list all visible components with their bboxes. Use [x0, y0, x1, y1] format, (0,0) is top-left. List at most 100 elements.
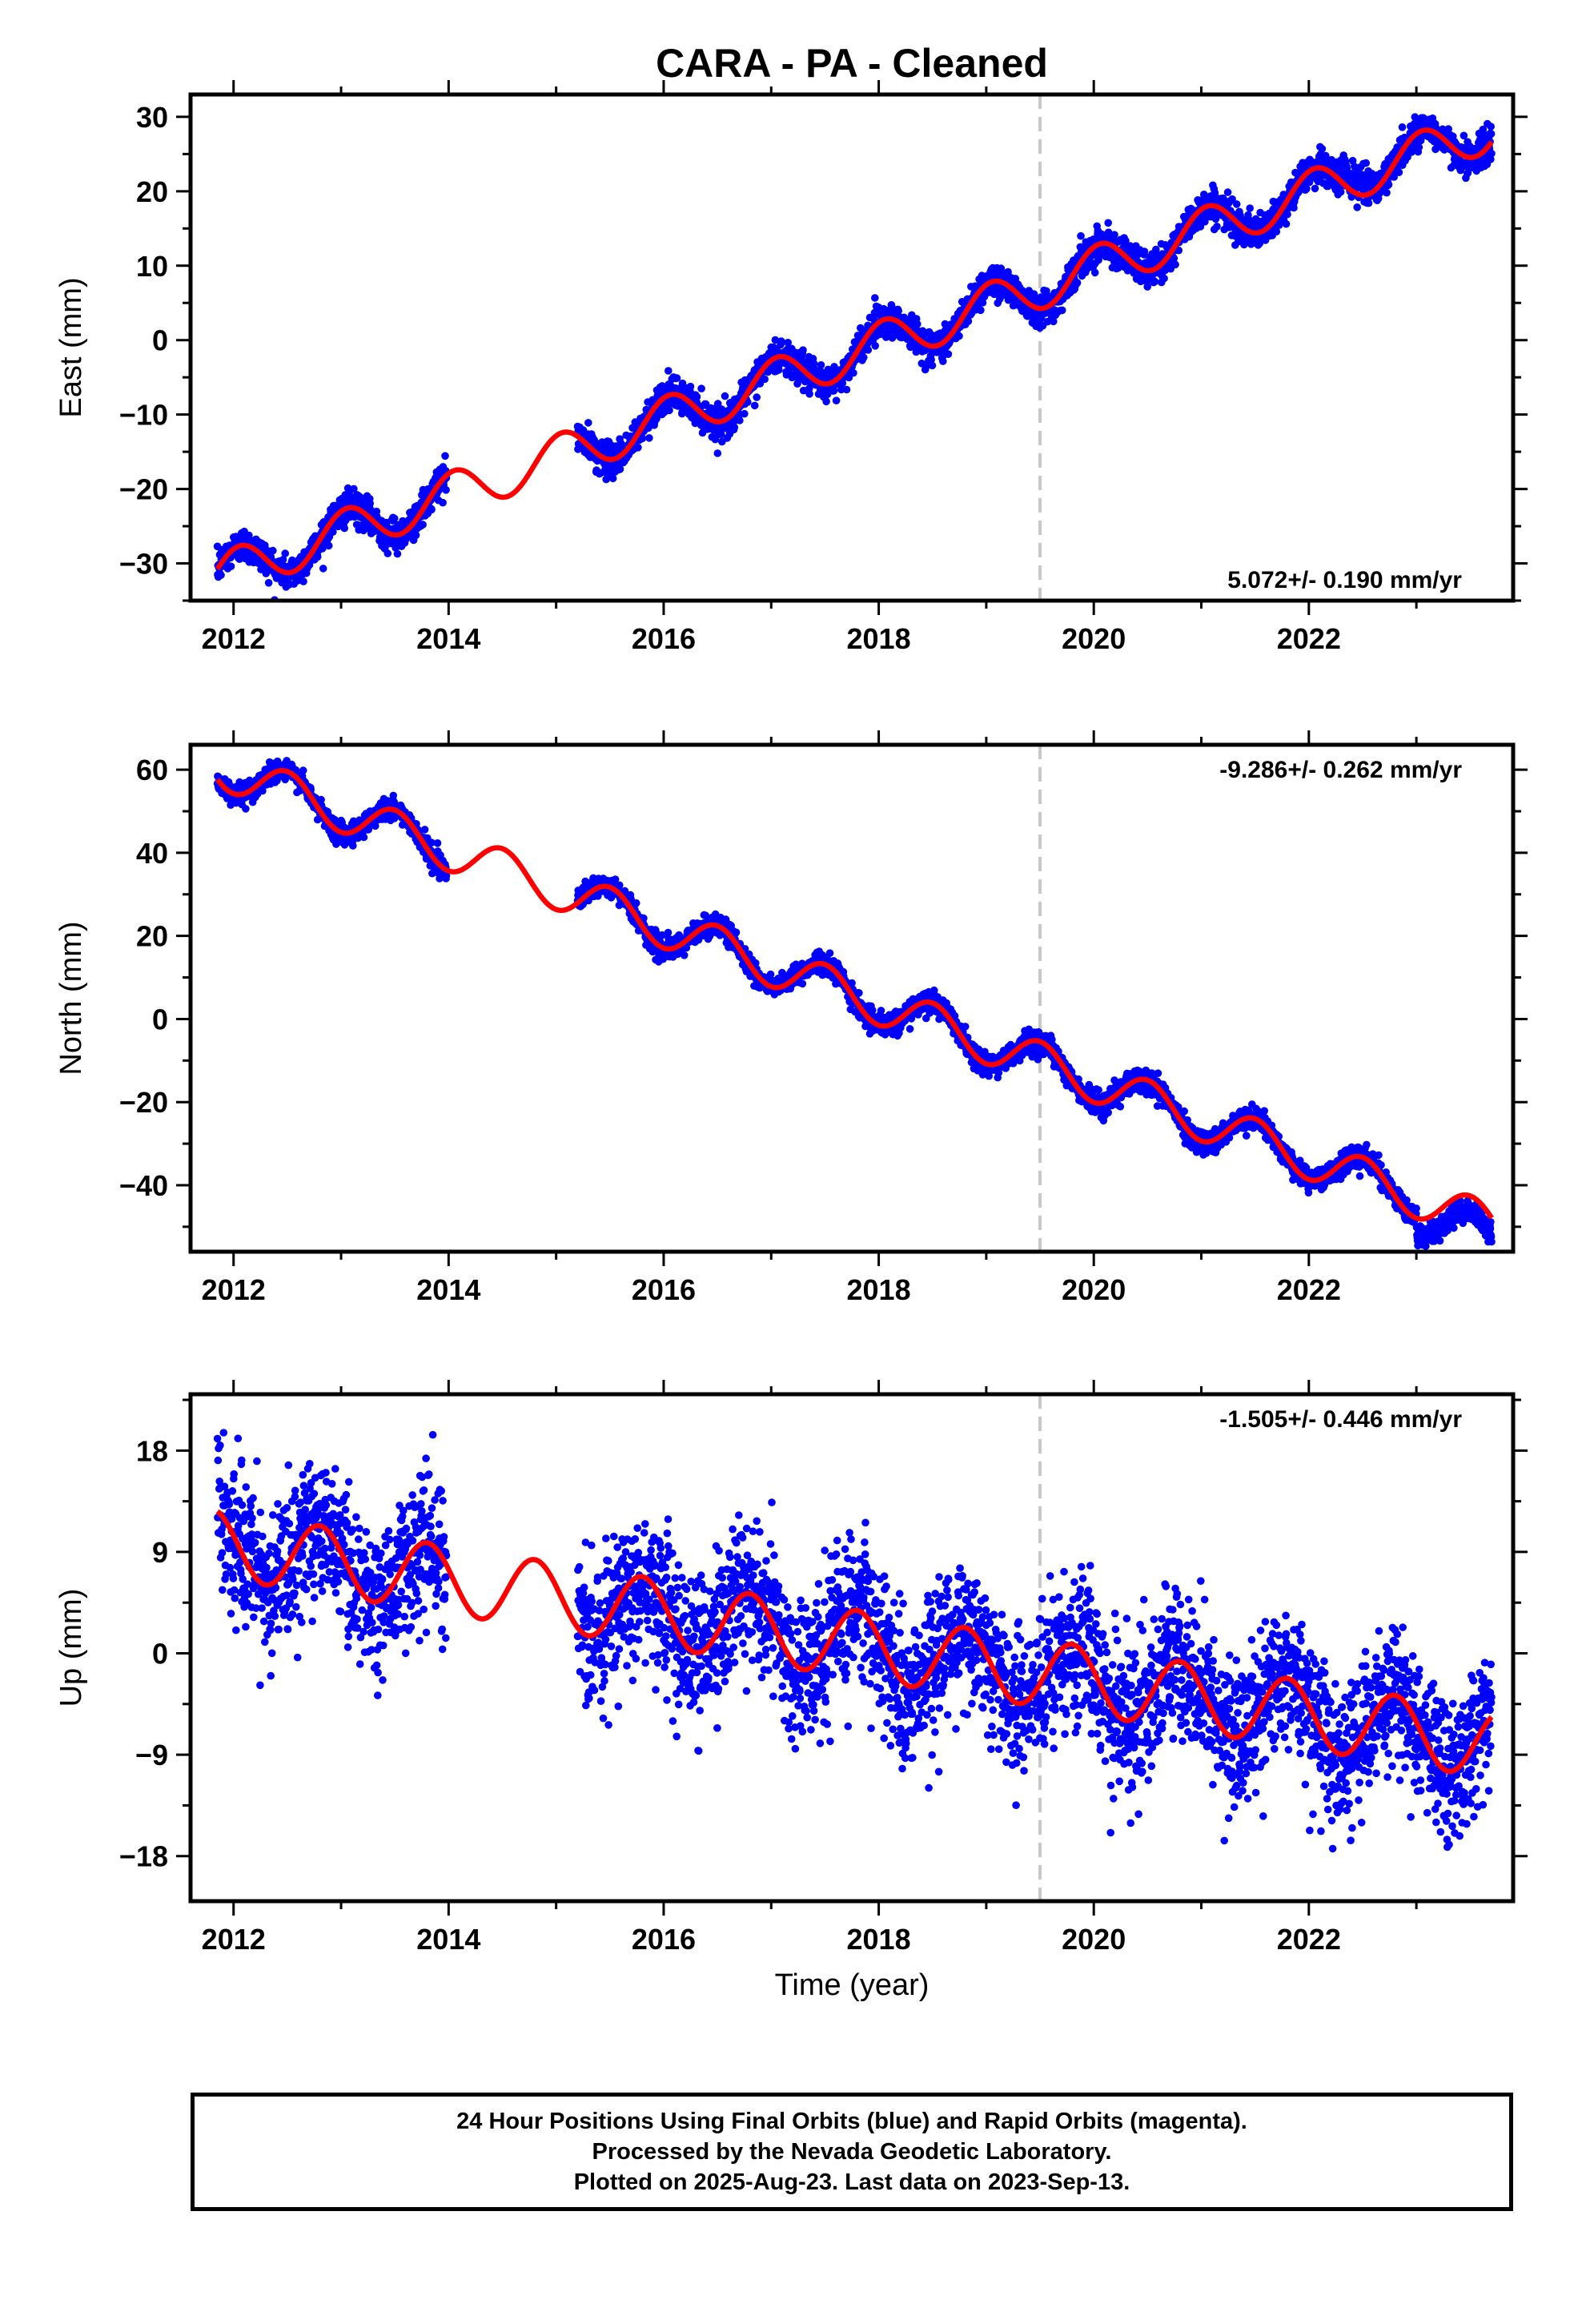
data-point	[1050, 317, 1058, 326]
data-point	[842, 385, 851, 394]
data-point	[217, 571, 225, 579]
data-point	[608, 474, 617, 483]
data-point	[921, 363, 930, 372]
model-curve	[215, 127, 1494, 576]
data-point	[441, 452, 449, 460]
data-point	[1415, 143, 1423, 151]
data-point	[264, 579, 273, 587]
data-point	[750, 401, 759, 410]
data-point	[717, 430, 725, 439]
x-tick-label: 2020	[1062, 622, 1126, 655]
y-tick-label: 20	[136, 175, 168, 208]
data-point	[741, 409, 749, 418]
data-point	[359, 833, 368, 842]
data-point	[1143, 283, 1151, 291]
data-point	[390, 514, 399, 523]
x-tick-label: 2018	[847, 622, 911, 655]
data-point	[1150, 277, 1159, 286]
data-point	[313, 553, 322, 561]
data-point	[281, 549, 290, 557]
data-point	[389, 791, 398, 800]
data-point	[1383, 188, 1391, 197]
data-point	[799, 346, 807, 355]
data-point	[1201, 218, 1209, 226]
data-point	[927, 356, 935, 364]
data-point	[1160, 274, 1168, 283]
data-point	[1232, 200, 1241, 208]
data-point	[1246, 204, 1254, 212]
data-point	[1104, 219, 1112, 227]
data-point	[977, 306, 985, 315]
data-point	[419, 521, 427, 529]
data-point	[319, 565, 327, 573]
data-point	[329, 528, 337, 536]
data-point	[1362, 159, 1370, 167]
data-point	[1170, 254, 1178, 263]
data-point	[1347, 193, 1355, 201]
data-point	[1196, 223, 1205, 231]
data-point	[829, 387, 838, 395]
data-point	[1058, 306, 1066, 315]
data-point	[665, 406, 673, 415]
data-point	[616, 465, 624, 473]
data-point	[809, 360, 818, 368]
data-point	[849, 368, 857, 377]
data-point	[442, 486, 450, 494]
y-tick-label: −30	[119, 548, 168, 581]
data-point	[616, 881, 624, 890]
data-point	[955, 332, 963, 340]
data-point	[279, 556, 287, 564]
data-point	[1384, 180, 1393, 189]
data-point	[1110, 231, 1118, 239]
data-point	[894, 307, 902, 315]
data-point	[340, 524, 349, 533]
data-point	[1290, 203, 1298, 212]
data-point	[1282, 219, 1291, 228]
data-point	[1348, 156, 1357, 165]
data-point	[1444, 125, 1452, 133]
data-point	[730, 423, 739, 432]
data-point	[1318, 145, 1327, 153]
data-point	[1174, 246, 1182, 255]
figure-title: CARA - PA - Cleaned	[656, 41, 1048, 86]
data-point	[686, 382, 695, 391]
x-tick-label: 2014	[416, 622, 480, 655]
data-point	[1460, 131, 1468, 140]
data-point	[761, 375, 769, 384]
data-point	[1236, 211, 1244, 219]
data-point	[860, 353, 868, 362]
data-point	[1090, 268, 1099, 277]
data-point	[1171, 260, 1179, 269]
data-point	[1283, 210, 1291, 219]
data-point	[428, 505, 436, 514]
data-point	[1364, 199, 1373, 207]
data-point	[771, 336, 780, 344]
data-point	[822, 397, 830, 406]
data-point	[1398, 123, 1407, 131]
data-point	[634, 444, 642, 452]
data-point	[1487, 130, 1496, 138]
data-point	[324, 541, 333, 550]
data-point	[978, 299, 987, 307]
data-point	[784, 339, 792, 347]
x-tick-label: 2016	[632, 622, 696, 655]
data-point	[964, 317, 973, 325]
data-point	[242, 805, 250, 813]
data-point	[944, 350, 953, 359]
data-point	[753, 393, 761, 401]
data-point	[366, 499, 375, 508]
data-point	[299, 577, 307, 585]
data-point	[584, 419, 592, 427]
data-point	[837, 385, 845, 394]
data-point	[713, 449, 722, 457]
data-point	[420, 826, 429, 834]
data-point	[299, 766, 307, 774]
data-point	[693, 392, 701, 401]
data-point	[1487, 123, 1495, 131]
data-point	[350, 485, 358, 493]
data-point	[1244, 211, 1252, 219]
data-point	[632, 899, 640, 907]
data-point	[1395, 168, 1403, 176]
y-tick-label: 0	[152, 324, 168, 357]
data-point	[1104, 228, 1113, 237]
